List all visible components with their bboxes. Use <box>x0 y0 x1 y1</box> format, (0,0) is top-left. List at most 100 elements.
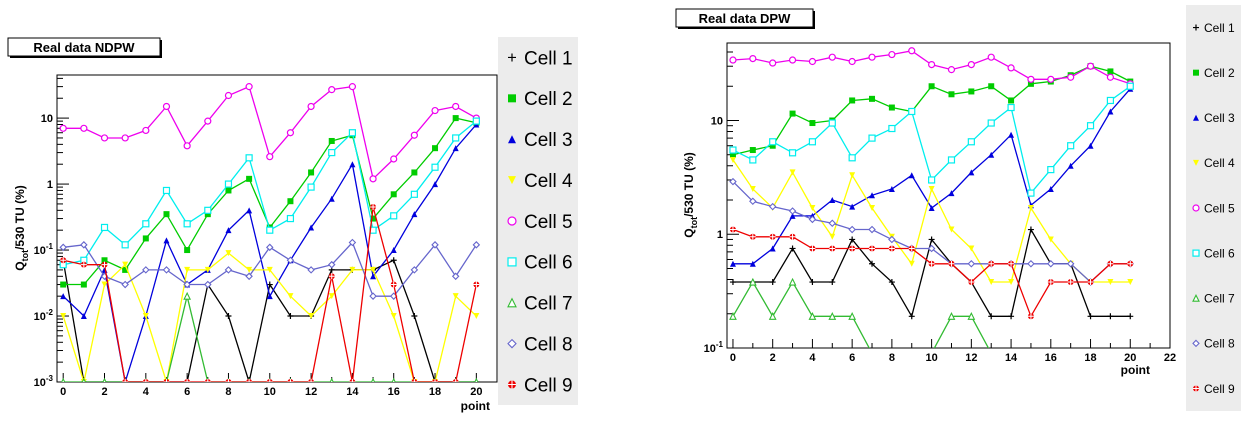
data-point <box>1107 279 1114 286</box>
data-point <box>390 313 397 320</box>
data-point-cross <box>988 260 995 267</box>
data-point <box>908 47 916 55</box>
x-tick-label: 8 <box>889 352 895 364</box>
legend-label: Cell 3 <box>524 130 573 151</box>
data-point <box>60 293 67 300</box>
data-point <box>808 138 817 146</box>
y-label-rest: /530 TU (%) <box>13 185 27 250</box>
data-point <box>246 175 253 182</box>
data-point <box>968 88 975 95</box>
x-tick-label: 18 <box>429 386 441 398</box>
data-point-cross <box>809 245 816 252</box>
data-point <box>1106 96 1115 105</box>
x-tick-label: 0 <box>60 386 66 398</box>
data-point <box>59 243 67 252</box>
data-point <box>370 377 376 382</box>
data-point <box>452 102 460 111</box>
data-point <box>390 247 397 254</box>
data-point-cross <box>1008 260 1015 267</box>
legend-marker <box>507 257 517 267</box>
data-point <box>266 281 273 288</box>
legend-label: Cell 4 <box>524 171 573 192</box>
data-point <box>808 57 817 66</box>
legend-marker <box>508 94 516 103</box>
data-point <box>184 247 191 254</box>
y-label-sub: tot <box>689 217 699 229</box>
data-point <box>163 237 170 244</box>
data-point <box>328 195 335 202</box>
data-point <box>100 223 109 232</box>
y-tick-base: 10 <box>34 377 46 389</box>
data-point <box>183 142 191 150</box>
data-point <box>1027 80 1034 87</box>
data-point <box>327 260 336 269</box>
x-tick-label: 10 <box>264 386 276 398</box>
data-point <box>266 226 274 234</box>
x-tick-label: 0 <box>730 352 736 364</box>
legend-label: Cell 8 <box>524 335 573 356</box>
data-point <box>729 151 736 158</box>
data-point-cross <box>287 379 294 382</box>
data-point <box>1047 236 1054 243</box>
data-point <box>431 241 439 249</box>
data-point-cross <box>308 379 315 382</box>
data-point <box>769 279 776 286</box>
data-point <box>1127 313 1134 320</box>
legend-marker <box>508 176 516 185</box>
data-point <box>183 280 191 289</box>
data-point <box>988 83 995 90</box>
legend-label: Cell 9 <box>1204 382 1235 396</box>
data-point <box>411 313 418 320</box>
data-point <box>729 177 737 186</box>
data-point-cross <box>948 260 955 267</box>
data-point <box>1027 226 1034 233</box>
data-point <box>432 145 439 152</box>
data-point <box>1107 313 1114 320</box>
plot-frame <box>56 74 498 383</box>
y-tick-base: 1 <box>47 179 53 191</box>
data-point-cross <box>80 261 87 268</box>
series-cell-8 <box>59 238 481 300</box>
y-tick-exp: -1 <box>46 242 54 251</box>
data-point <box>1067 73 1075 81</box>
data-point-cross <box>1107 260 1114 267</box>
x-axis-label: point <box>461 399 490 413</box>
legend-marker <box>508 135 516 144</box>
chart-title: Real data DPW <box>699 11 791 26</box>
data-point <box>868 225 876 234</box>
legend-label: Cell 5 <box>1204 201 1235 215</box>
y-tick-base: 10 <box>704 343 716 355</box>
data-point <box>328 293 335 300</box>
y-tick-base: 10 <box>41 113 53 125</box>
data-point <box>788 207 797 215</box>
x-tick-label: 10 <box>925 352 937 364</box>
data-point <box>928 236 935 243</box>
data-point <box>829 233 836 240</box>
legend-marker-cross <box>508 380 516 389</box>
data-point <box>162 186 171 195</box>
data-point <box>729 156 736 163</box>
data-point <box>789 110 796 117</box>
legend: Cell 1 Cell 2 Cell 3 Cell 4 Cell 5 Cell 6 Cell… <box>1186 5 1241 411</box>
data-point <box>348 83 356 91</box>
data-point <box>749 197 757 206</box>
data-point-cross <box>928 260 935 267</box>
data-point <box>204 280 212 289</box>
data-point <box>183 291 192 300</box>
data-point <box>888 124 896 133</box>
data-point-cross <box>60 257 67 264</box>
data-point <box>849 172 856 179</box>
data-point <box>988 350 994 356</box>
data-point <box>1086 122 1095 130</box>
x-tick-label: 6 <box>849 352 855 364</box>
y-tick-base: 10 <box>34 311 46 323</box>
data-point <box>928 60 936 69</box>
data-point <box>245 154 253 162</box>
data-point <box>868 134 876 142</box>
data-point <box>828 312 837 320</box>
data-point <box>849 236 856 243</box>
legend-marker <box>1193 69 1199 76</box>
data-point <box>102 377 107 382</box>
data-point-cross <box>749 233 756 240</box>
data-point-cross <box>101 261 108 268</box>
